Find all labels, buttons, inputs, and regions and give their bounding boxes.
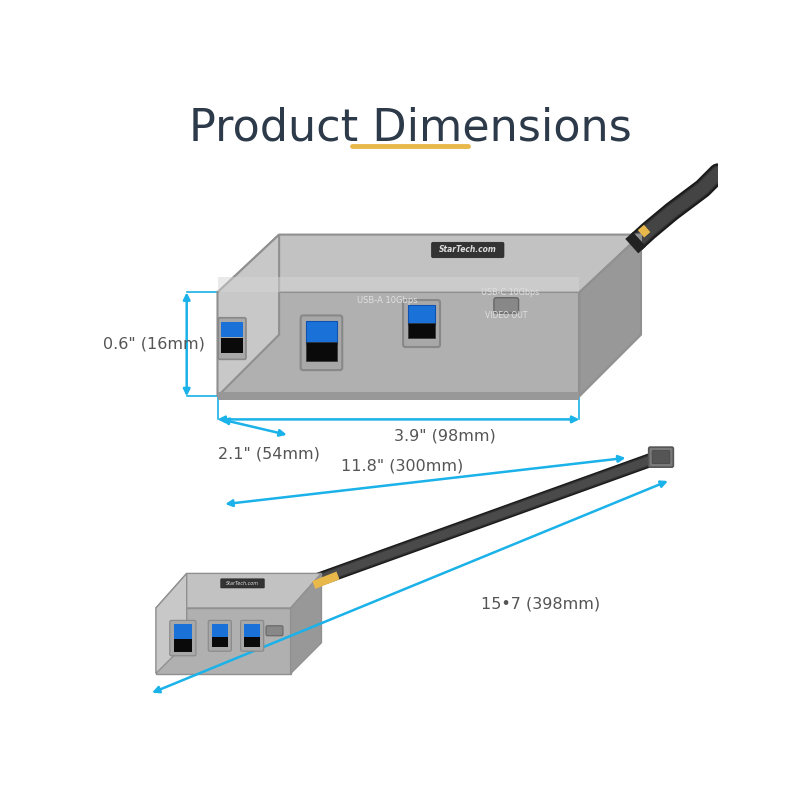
- Bar: [409, 323, 434, 338]
- Bar: [222, 338, 243, 353]
- Text: USB-C 10Gbps: USB-C 10Gbps: [481, 288, 539, 297]
- Text: 15•7 (398mm): 15•7 (398mm): [482, 597, 601, 612]
- Text: Product Dimensions: Product Dimensions: [189, 107, 631, 150]
- Text: 3.9" (98mm): 3.9" (98mm): [394, 429, 495, 444]
- FancyBboxPatch shape: [403, 300, 440, 347]
- Polygon shape: [290, 574, 322, 674]
- FancyBboxPatch shape: [218, 318, 246, 359]
- FancyBboxPatch shape: [208, 620, 231, 651]
- Bar: [245, 637, 260, 647]
- Bar: [212, 637, 227, 647]
- Text: 11.8" (300mm): 11.8" (300mm): [341, 458, 463, 473]
- Text: StarTech.com: StarTech.com: [439, 246, 497, 254]
- FancyBboxPatch shape: [266, 626, 283, 636]
- Bar: [174, 624, 192, 639]
- Polygon shape: [218, 234, 641, 292]
- FancyBboxPatch shape: [221, 578, 265, 588]
- Polygon shape: [218, 277, 579, 292]
- Text: 2.1" (54mm): 2.1" (54mm): [218, 446, 319, 462]
- Polygon shape: [218, 234, 279, 396]
- Bar: [306, 342, 337, 361]
- Polygon shape: [218, 393, 579, 400]
- Text: 0.6" (16mm): 0.6" (16mm): [103, 337, 206, 351]
- Polygon shape: [156, 574, 322, 608]
- FancyBboxPatch shape: [241, 620, 264, 651]
- Polygon shape: [156, 574, 186, 674]
- FancyBboxPatch shape: [170, 620, 196, 656]
- FancyBboxPatch shape: [301, 315, 342, 370]
- Text: StarTech.com: StarTech.com: [226, 581, 258, 586]
- Polygon shape: [579, 234, 641, 396]
- Bar: [174, 639, 192, 652]
- Bar: [212, 624, 227, 637]
- Bar: [306, 321, 337, 344]
- FancyBboxPatch shape: [494, 298, 518, 313]
- Text: VIDEO OUT: VIDEO OUT: [485, 311, 527, 320]
- Text: USB-A 10Gbps: USB-A 10Gbps: [357, 295, 418, 305]
- Bar: [409, 306, 434, 325]
- Polygon shape: [218, 292, 579, 396]
- FancyBboxPatch shape: [649, 447, 674, 467]
- FancyBboxPatch shape: [652, 450, 670, 464]
- Bar: [222, 322, 243, 337]
- Bar: [245, 624, 260, 637]
- Polygon shape: [156, 608, 290, 674]
- FancyBboxPatch shape: [431, 242, 504, 258]
